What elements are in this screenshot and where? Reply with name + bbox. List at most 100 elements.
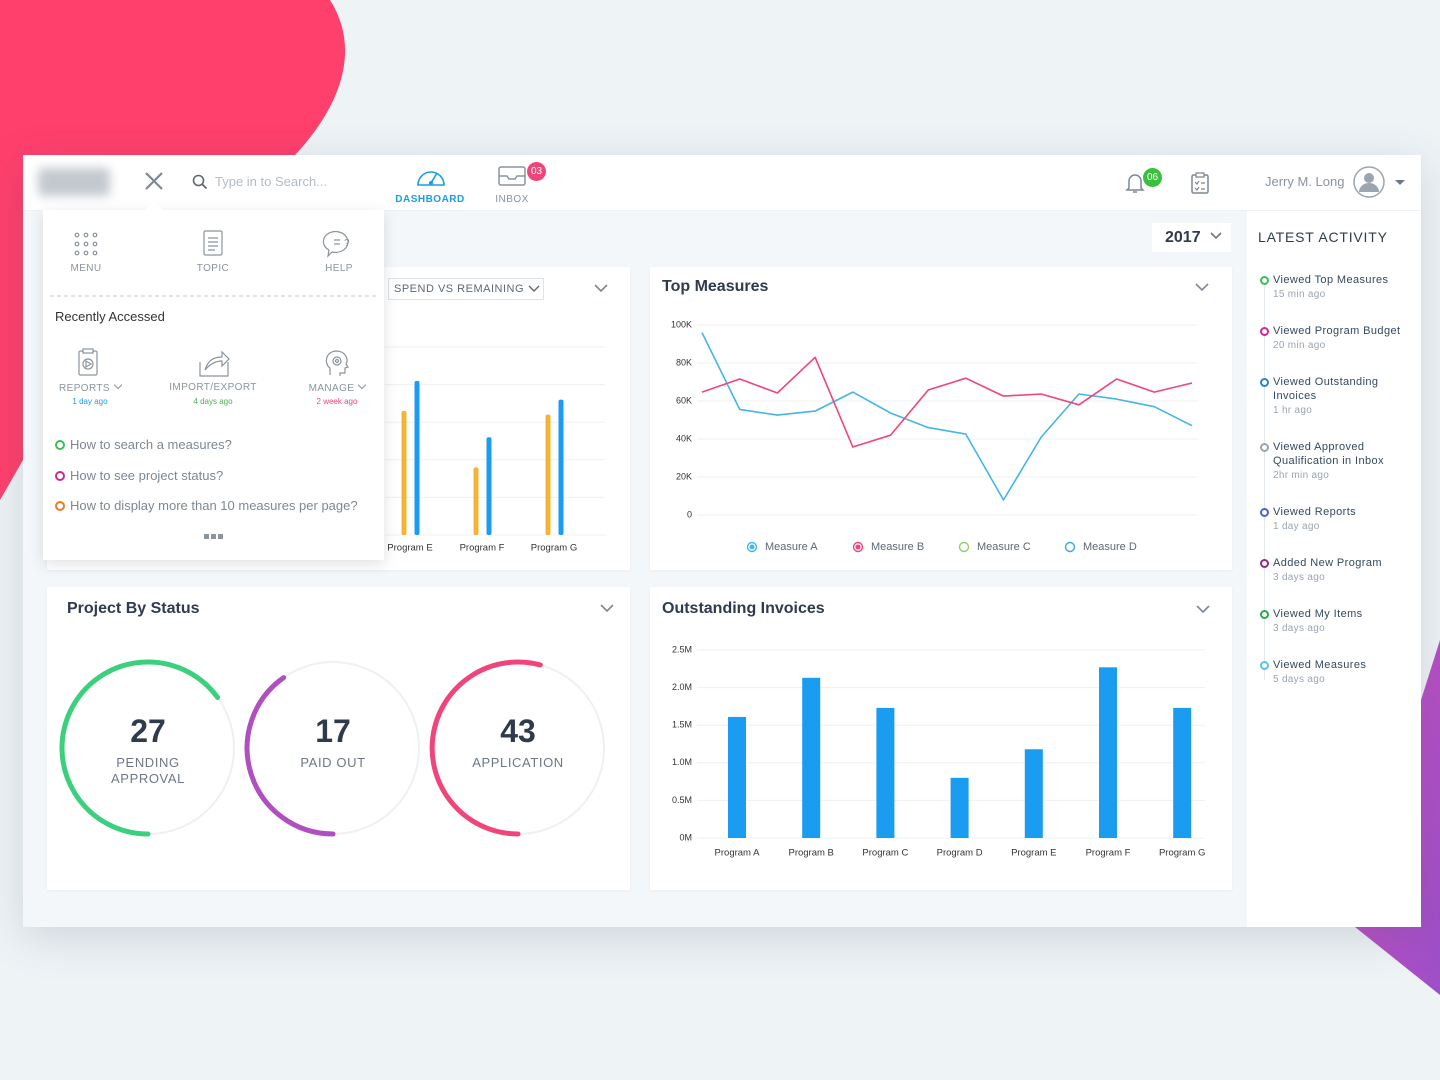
bar: [473, 467, 479, 535]
question[interactable]: How to search a measures?: [70, 437, 232, 452]
close-icon[interactable]: [144, 171, 164, 191]
recent-label-text: REPORTS: [59, 383, 110, 394]
activity-dot: [1260, 327, 1269, 336]
x-tick-label: Program B: [788, 848, 833, 859]
activity-item[interactable]: Viewed Reports 1 day ago: [1258, 505, 1418, 535]
chevron: [1210, 232, 1222, 240]
status-label: PENDING APPROVAL: [111, 755, 185, 786]
x-tick-label: Program A: [715, 848, 761, 859]
notification-badge: 06: [1143, 168, 1162, 187]
activity-item[interactable]: Added New Program 3 days ago: [1258, 556, 1418, 586]
activity-dot: [1260, 443, 1269, 452]
question[interactable]: How to see project status?: [70, 467, 224, 483]
recent-label[interactable]: IMPORT/EXPORT: [163, 382, 263, 393]
legend-marker: [1064, 541, 1076, 553]
user-name[interactable]: Jerry M. Long: [1265, 174, 1345, 189]
legend-label: Measure C: [977, 541, 1031, 553]
activity-dot: [1260, 276, 1269, 285]
recent-label[interactable]: MANAGE: [287, 380, 387, 394]
activity-dot: [1260, 559, 1269, 568]
activity-item[interactable]: Viewed Measures 5 days ago: [1258, 658, 1418, 688]
ring-arc: [429, 659, 543, 837]
activity-time: 15 min ago: [1273, 289, 1326, 300]
clipboard-icon[interactable]: [1190, 171, 1210, 195]
activity-time: 1 hr ago: [1273, 405, 1313, 416]
legend-label: Measure B: [871, 541, 924, 553]
chart-title: Outstanding Invoices: [662, 600, 825, 617]
dashboard-icon: [417, 171, 445, 186]
x-tick-label: Program F: [460, 543, 505, 554]
chevron[interactable]: [600, 604, 614, 613]
chevron[interactable]: [594, 284, 608, 293]
bar: [401, 410, 407, 535]
chart-title: Top Measures: [662, 278, 769, 295]
nav-dashboard[interactable]: DASHBOARD: [395, 194, 465, 205]
activity-item[interactable]: Viewed Top Measures 15 min ago: [1258, 273, 1418, 303]
quick-menu: [43, 210, 384, 560]
status-label: PAID OUT: [300, 755, 366, 770]
search-icon: [192, 174, 208, 190]
status-card: [47, 587, 630, 890]
activity-time: 2hr min ago: [1273, 470, 1330, 481]
activity-dot: [1260, 508, 1269, 517]
nav-inbox[interactable]: INBOX: [495, 194, 529, 205]
search-input[interactable]: Type in to Search...: [215, 174, 328, 189]
activity-item[interactable]: Viewed Approved Qualification in Inbox 2h…: [1258, 440, 1418, 484]
inbox-icon: [498, 166, 526, 186]
recent-label[interactable]: REPORTS: [40, 380, 140, 394]
bar: [558, 399, 564, 535]
recent-label-text: MANAGE: [308, 383, 355, 394]
legend-label: Measure D: [1083, 541, 1137, 553]
y-tick-label: 20K: [676, 471, 692, 481]
status-value: 17: [315, 713, 351, 749]
activity-time: 1 day ago: [1273, 521, 1320, 532]
y-tick-label: 0: [687, 509, 692, 519]
bar: [802, 677, 821, 838]
activity-text: Viewed My Items: [1273, 608, 1363, 620]
activity-item[interactable]: Viewed Program Budget 20 min ago: [1258, 324, 1418, 354]
avatar[interactable]: [1352, 166, 1408, 200]
question[interactable]: How to display more than 10 measures per…: [70, 498, 358, 513]
chevron[interactable]: [1195, 283, 1209, 292]
menu-item[interactable]: TOPIC: [196, 263, 230, 274]
bell-icon[interactable]: [1125, 171, 1145, 195]
x-tick-label: Program E: [387, 543, 432, 554]
bar: [1024, 749, 1043, 838]
caret: [113, 380, 123, 390]
y-tick-label: 1.5M: [672, 720, 692, 730]
spend-dropdown[interactable]: SPEND VS REMAINING: [388, 278, 544, 300]
bar: [950, 777, 969, 838]
menu-item[interactable]: MENU: [70, 263, 102, 274]
x-tick-label: Program G: [1159, 848, 1205, 859]
menu-item[interactable]: HELP: [325, 263, 353, 274]
y-tick-label: 2.5M: [672, 644, 692, 654]
status-value: 27: [130, 713, 166, 749]
recent-label-text: IMPORT/EXPORT: [169, 382, 257, 393]
year-dropdown[interactable]: [1152, 223, 1231, 252]
y-tick-label: 80K: [676, 357, 692, 367]
activity-dot: [1260, 610, 1269, 619]
status-label: APPLICATION: [472, 755, 564, 770]
y-tick-label: 40K: [676, 433, 692, 443]
activity-title: LATEST ACTIVITY: [1258, 229, 1388, 245]
status-value: 43: [500, 713, 536, 749]
caret: [358, 380, 367, 390]
activity-item[interactable]: Viewed Outstanding Invoices 1 hr ago: [1258, 375, 1418, 419]
legend-marker-dot: [855, 544, 861, 550]
legend-label: Measure A: [765, 541, 818, 553]
ring-arc: [59, 659, 221, 837]
recent-time: 1 day ago: [72, 397, 108, 406]
recent-time: 4 days ago: [193, 397, 233, 406]
line: [701, 332, 1193, 501]
recent-title: Recently Accessed: [55, 309, 165, 324]
logo[interactable]: [38, 168, 110, 196]
activity-text: Viewed Reports: [1273, 506, 1357, 518]
activity-item[interactable]: Viewed My Items 3 days ago: [1258, 607, 1418, 637]
chevron[interactable]: [1196, 605, 1210, 614]
activity-text: Viewed Approved Qualification in Inbox: [1273, 441, 1384, 467]
ring-arc: [244, 675, 336, 837]
